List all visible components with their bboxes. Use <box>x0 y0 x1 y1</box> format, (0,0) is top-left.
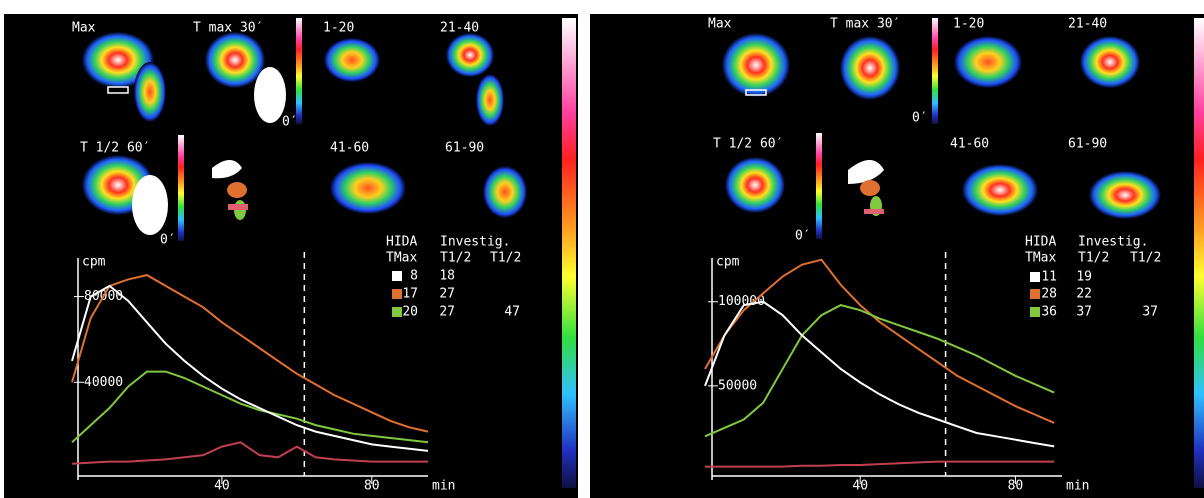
legend-column: T1/2 <box>1078 251 1109 266</box>
image-label: 21-40 <box>440 21 479 36</box>
legend-swatch <box>1030 289 1040 299</box>
image-label: 61-90 <box>1068 137 1107 152</box>
y-axis-label: cpm <box>82 255 106 270</box>
legend-column: T1/2 <box>1130 251 1161 266</box>
legend-header: Investig. <box>440 235 510 250</box>
x-tick-label: 40 <box>214 479 230 494</box>
y-tick-label: 50000 <box>718 378 757 393</box>
x-tick-label: 80 <box>364 479 380 494</box>
image-label: 1-20 <box>323 21 354 36</box>
color-bar <box>178 135 184 241</box>
image-label: 61-90 <box>445 141 484 156</box>
legend-tmax: 11 <box>1041 270 1057 285</box>
image-label: Max <box>72 21 96 36</box>
image-label: T 1/2 60′ <box>713 137 783 152</box>
y-axis-label: cpm <box>716 255 740 270</box>
legend-hida-t-half: 22 <box>1076 287 1092 302</box>
image-label: 0′ <box>795 229 811 244</box>
legend-tmax: 8 <box>410 269 418 284</box>
legend-investig-t-half: 47 <box>504 305 520 320</box>
image-label: T max 30′ <box>830 17 900 32</box>
image-label: 0′ <box>282 115 298 130</box>
legend-tmax: 17 <box>402 287 418 302</box>
color-bar <box>562 18 576 488</box>
color-bar <box>1194 18 1204 488</box>
legend-swatch <box>1030 307 1040 317</box>
image-label: T 1/2 60′ <box>80 141 150 156</box>
legend-tmax: 28 <box>1041 287 1057 302</box>
legend-hida-t-half: 18 <box>439 269 455 284</box>
legend-hida-t-half: 19 <box>1076 270 1092 285</box>
legend-header: HIDA <box>1025 235 1056 250</box>
color-bar <box>932 18 938 124</box>
image-label: 0′ <box>160 233 176 248</box>
legend-tmax: 36 <box>1041 305 1057 320</box>
legend-tmax: 20 <box>402 305 418 320</box>
legend-hida-t-half: 27 <box>439 305 455 320</box>
legend-column: T1/2 <box>440 251 471 266</box>
legend-swatch <box>392 289 402 299</box>
y-tick-label: 40000 <box>84 375 123 390</box>
legend-header: Investig. <box>1078 235 1148 250</box>
x-axis-label: min <box>432 479 455 494</box>
image-label: 21-40 <box>1068 17 1107 32</box>
legend-header: HIDA <box>386 235 417 250</box>
image-label: 0′ <box>912 111 928 126</box>
legend-swatch <box>1030 272 1040 282</box>
x-tick-label: 80 <box>1008 479 1024 494</box>
image-label: 41-60 <box>950 137 989 152</box>
legend-hida-t-half: 37 <box>1076 305 1092 320</box>
image-label: T max 30′ <box>193 21 263 36</box>
legend-column: TMax <box>386 251 417 266</box>
image-label: Max <box>708 17 732 32</box>
color-bar <box>296 18 302 124</box>
x-tick-label: 40 <box>852 479 868 494</box>
figure: Max T max 30′ 0′ 1-20 21-40 T 1/2 60′ 0′ 41-60 6… <box>0 0 1204 498</box>
legend-swatch <box>392 307 402 317</box>
legend-column: TMax <box>1025 251 1056 266</box>
color-bar <box>816 133 822 239</box>
legend-investig-t-half: 37 <box>1142 305 1158 320</box>
image-label: 41-60 <box>330 141 369 156</box>
legend-hida-t-half: 27 <box>439 287 455 302</box>
x-axis-label: min <box>1066 479 1089 494</box>
legend-swatch <box>392 271 402 281</box>
image-label: 1-20 <box>953 17 984 32</box>
legend-column: T1/2 <box>490 251 521 266</box>
